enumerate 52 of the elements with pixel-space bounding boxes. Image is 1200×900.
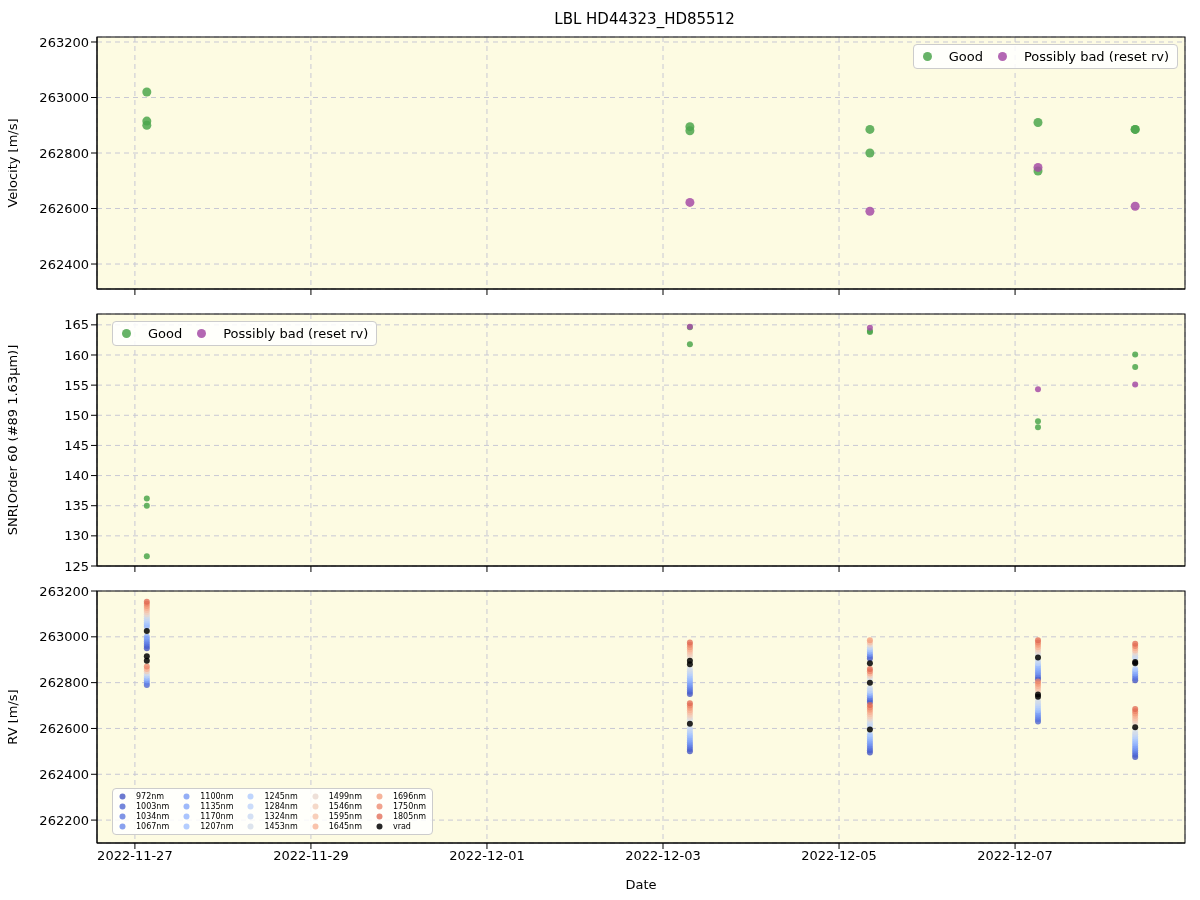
y-tick-label: 160 [64,347,89,363]
x-tick-label: 2022-12-07 [977,848,1053,864]
chart-title: LBL HD44323_HD85512 [553,9,736,30]
legend-label: 1453nm [264,822,298,831]
legend-label: Possibly bad (reset rv) [1023,49,1169,64]
legend-label: Good [948,49,983,64]
y-tick-label: 262600 [39,721,89,737]
legend-label: 1284nm [264,802,298,811]
legend-label: Possibly bad (reset rv) [223,326,369,341]
legend-label: 1003nm [136,802,170,811]
x-tick-label: 2022-11-29 [273,848,349,864]
y-tick-label: 262200 [39,812,89,828]
x-tick-label: 2022-11-27 [97,848,173,864]
legend-label: 1499nm [328,792,362,801]
legend-label: 1034nm [136,812,170,821]
x-tick-label: 2022-12-03 [625,848,701,864]
legend-label: 1645nm [328,822,362,831]
legend-label: 1067nm [136,822,170,831]
legend-label: 1170nm [200,812,234,821]
legend-label: 1207nm [200,822,234,831]
legend-label: 1750nm [392,802,427,811]
legend-label: 1324nm [264,812,298,821]
y-tick-label: 263000 [39,90,89,106]
legend-label: 1696nm [392,792,427,801]
y-tick-label: 262800 [39,145,89,161]
y-tick-label: 155 [64,377,89,393]
x-tick-label: 2022-12-05 [801,848,877,864]
y-tick-label: 262400 [39,256,89,272]
legend-label: 1805nm [392,812,427,821]
y-tick-label: 263000 [39,629,89,645]
y-tick-label: 140 [64,468,89,484]
y-tick-label: 145 [64,438,89,454]
x-tick-label: 2022-12-01 [449,848,525,864]
legend-label: 1546nm [328,802,362,811]
y-tick-label: 150 [64,407,89,423]
y-tick-label: 263200 [39,34,89,50]
y-tick-label: 130 [64,528,89,544]
y-tick-label: 165 [64,317,89,333]
y-tick-label: 125 [64,558,89,574]
legend-label: 1245nm [264,792,298,801]
x-axis-title: Date [625,877,657,892]
y-tick-label: 135 [64,498,89,514]
y-tick-label: 262800 [39,675,89,691]
legend-label: vrad [392,822,411,831]
legend-label: 1100nm [200,792,234,801]
legend-label: 1595nm [328,812,362,821]
y-tick-label: 263200 [39,583,89,599]
legend-label: 1135nm [200,802,234,811]
y-tick-label: 262400 [39,766,89,782]
legend-label: 972nm [136,792,165,801]
legend-label: Good [148,326,183,341]
y-tick-label: 262600 [39,201,89,217]
